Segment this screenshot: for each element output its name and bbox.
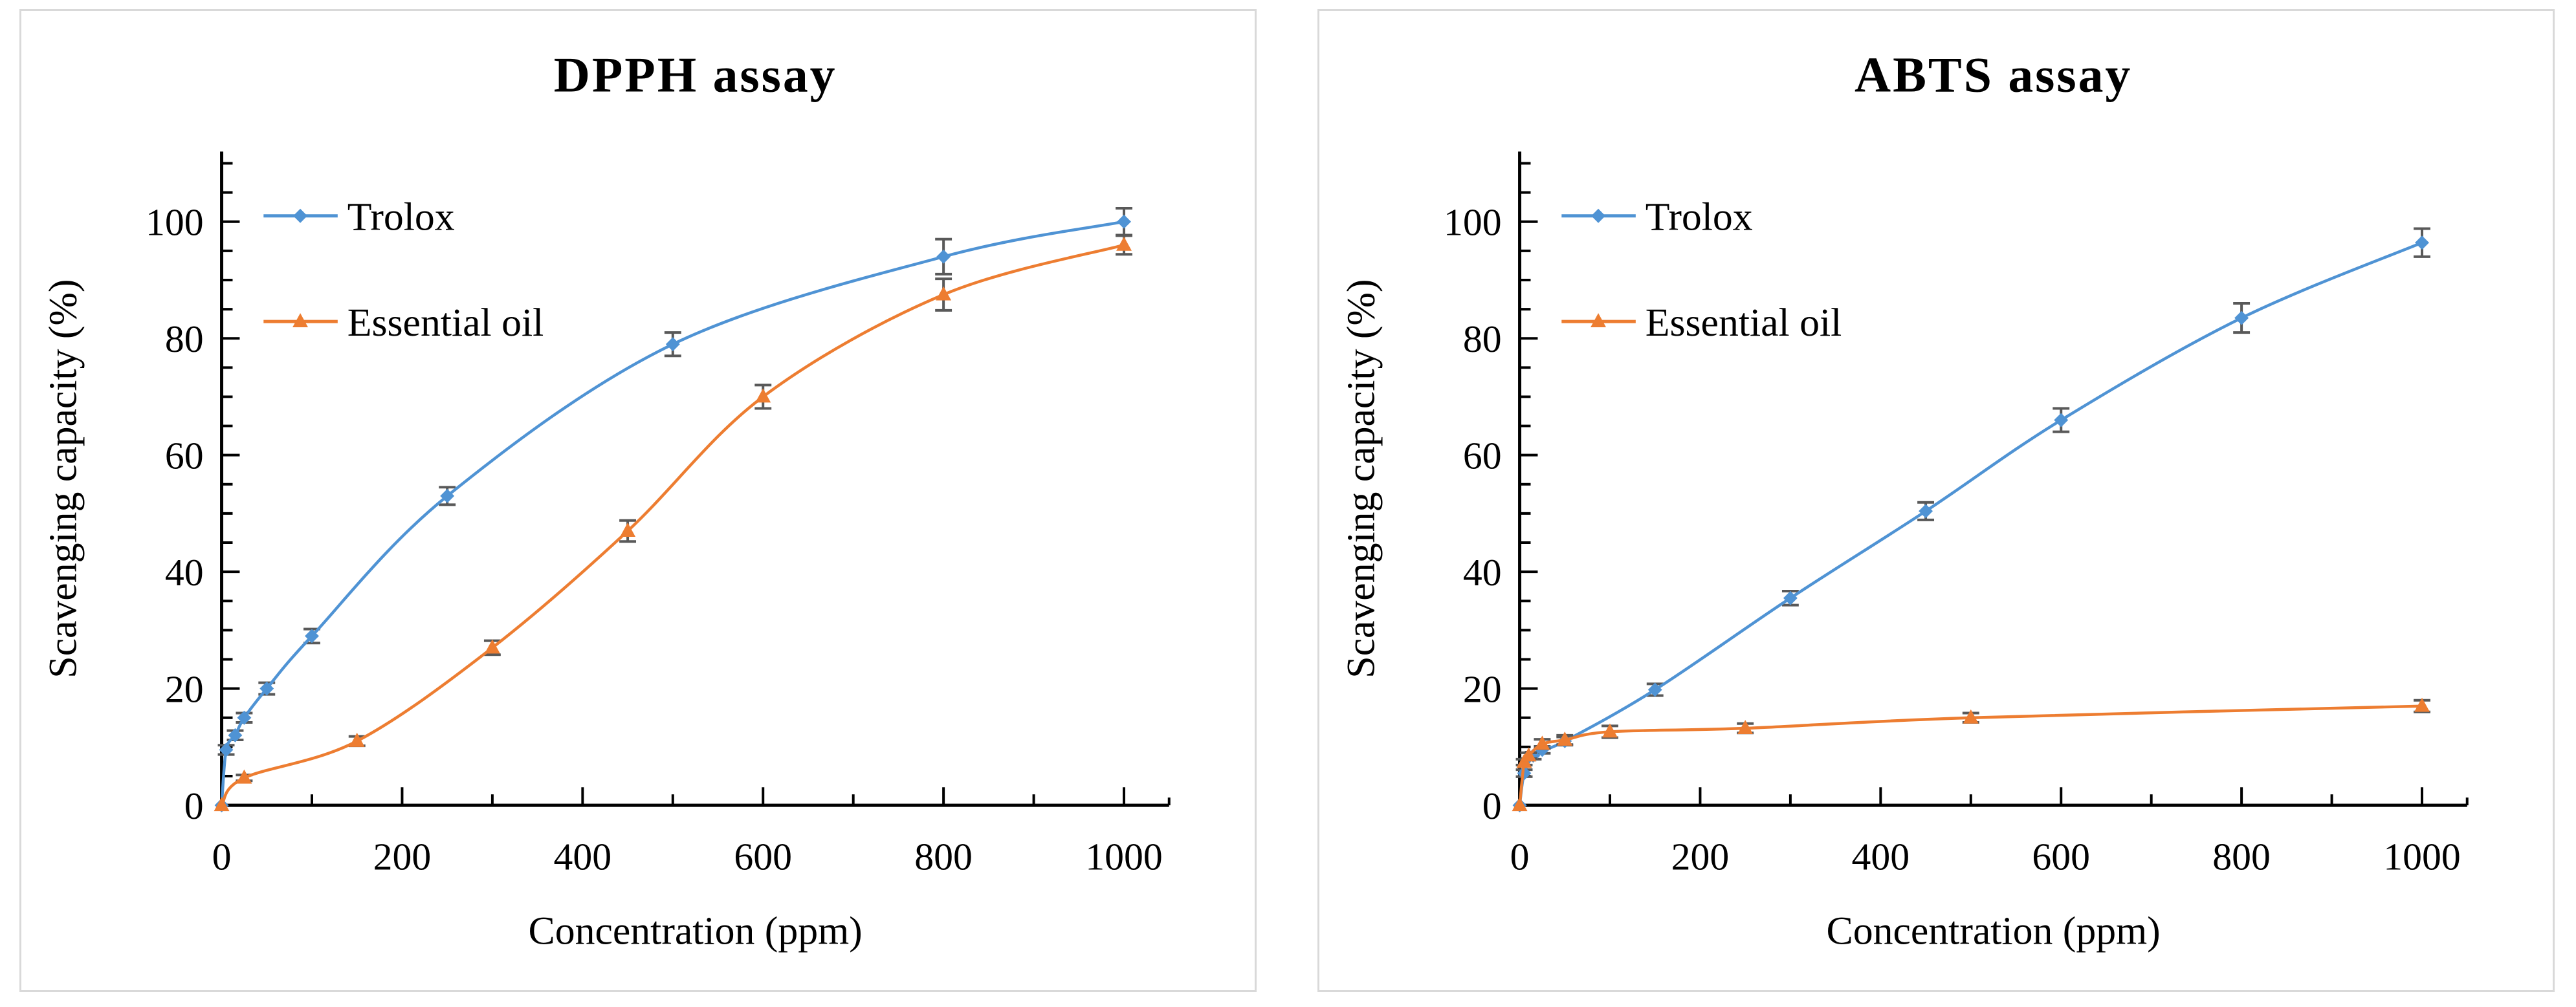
diamond-marker-icon (2415, 235, 2429, 250)
diamond-marker-icon (440, 488, 455, 503)
x-tick-label: 0 (212, 836, 232, 878)
x-axis-title: Concentration (ppm) (1827, 909, 2161, 953)
legend-item-trolox: Trolox (1561, 195, 1753, 239)
diamond-marker-icon (2054, 413, 2069, 428)
diamond-marker-icon (1783, 590, 1798, 605)
triangle-marker-icon (1534, 735, 1550, 750)
y-tick-label: 20 (1463, 668, 1502, 711)
y-axis-ticks (1519, 162, 1538, 778)
series-markers-essential-oil (1512, 697, 2430, 812)
x-axis-ticks (1609, 787, 2469, 806)
triangle-marker-icon (292, 313, 309, 328)
legend: Trolox Essential oil (263, 195, 544, 345)
legend: Trolox Essential oil (1561, 195, 1842, 345)
y-tick-label: 60 (165, 435, 204, 477)
y-tick-label: 60 (1463, 435, 1502, 477)
series-layer (214, 206, 1132, 813)
triangle-marker-icon (1521, 747, 1537, 762)
series-markers-essential-oil (214, 236, 1132, 812)
x-tick-label: 200 (373, 836, 432, 878)
y-axis-ticks (221, 162, 240, 778)
legend-label-essential-oil: Essential oil (347, 301, 544, 345)
triangle-marker-icon (1591, 313, 1607, 328)
y-tick-label: 40 (1463, 551, 1502, 594)
x-tick-label: 1000 (2383, 836, 2461, 878)
chart-panel-dpph: 0 20 40 60 80 100 0 200 400 600 800 1000 Trolox Ess… (19, 9, 1257, 992)
x-tick-label: 1000 (1085, 836, 1163, 878)
legend-label-essential-oil: Essential oil (1646, 301, 1842, 345)
triangle-marker-icon (484, 639, 500, 654)
x-axis-title: Concentration (ppm) (529, 909, 863, 953)
essential-oil-marker-icon (292, 313, 309, 328)
legend-label-trolox: Trolox (1646, 195, 1753, 239)
legend-item-essential-oil: Essential oil (263, 301, 544, 345)
triangle-marker-icon (1963, 709, 1979, 724)
x-tick-label: 600 (2032, 836, 2090, 878)
diamond-marker-icon (2234, 310, 2249, 325)
x-tick-label: 400 (1852, 836, 1910, 878)
diamond-marker-icon (1591, 208, 1606, 223)
triangle-marker-icon (1737, 720, 1754, 734)
chart-title: ABTS assay (1855, 47, 2132, 103)
triangle-marker-icon (214, 797, 230, 812)
legend-label-trolox: Trolox (347, 195, 455, 239)
y-tick-label: 100 (1444, 201, 1502, 244)
y-tick-label: 20 (165, 668, 204, 711)
triangle-marker-icon (936, 286, 952, 301)
y-tick-label: 40 (165, 551, 204, 594)
y-tick-label: 80 (165, 318, 204, 360)
x-tick-label: 0 (1510, 836, 1530, 878)
legend-item-essential-oil: Essential oil (1561, 301, 1842, 345)
triangle-marker-icon (1557, 731, 1573, 746)
x-tick-label: 200 (1671, 836, 1730, 878)
diamond-marker-icon (219, 742, 234, 757)
diamond-marker-icon (1117, 214, 1131, 229)
y-tick-label: 100 (146, 201, 204, 244)
x-tick-label: 400 (554, 836, 612, 878)
diamond-marker-icon (936, 249, 951, 264)
diamond-marker-icon (259, 681, 274, 696)
y-tick-label: 0 (1482, 785, 1502, 827)
diamond-marker-icon (293, 208, 308, 223)
chart-title: DPPH assay (554, 47, 837, 103)
chart-panel-abts: 0 20 40 60 80 100 0 200 400 600 800 1000 Trolox Ess… (1317, 9, 2555, 992)
y-tick-label: 0 (184, 785, 204, 827)
triangle-marker-icon (1116, 236, 1132, 251)
x-tick-label: 800 (914, 836, 973, 878)
diamond-marker-icon (305, 629, 319, 644)
triangle-marker-icon (2414, 697, 2430, 712)
triangle-marker-icon (1602, 723, 1618, 738)
trolox-marker-icon (1591, 208, 1606, 223)
triangle-marker-icon (349, 732, 365, 747)
trolox-marker-icon (293, 208, 308, 223)
x-tick-label: 600 (734, 836, 792, 878)
triangle-marker-icon (1512, 797, 1528, 812)
x-axis-ticks (311, 787, 1171, 806)
triangle-marker-icon (236, 769, 252, 784)
y-axis-title: Scavenging capacity (%) (1339, 279, 1383, 678)
y-tick-label: 80 (1463, 318, 1502, 360)
triangle-marker-icon (620, 523, 636, 537)
essential-oil-marker-icon (1591, 313, 1607, 328)
x-tick-label: 800 (2212, 836, 2271, 878)
triangle-marker-icon (755, 388, 771, 403)
y-axis-title: Scavenging capacity (%) (41, 279, 85, 678)
axis-lines (220, 151, 1169, 807)
diamond-marker-icon (665, 337, 680, 352)
legend-item-trolox: Trolox (263, 195, 455, 239)
